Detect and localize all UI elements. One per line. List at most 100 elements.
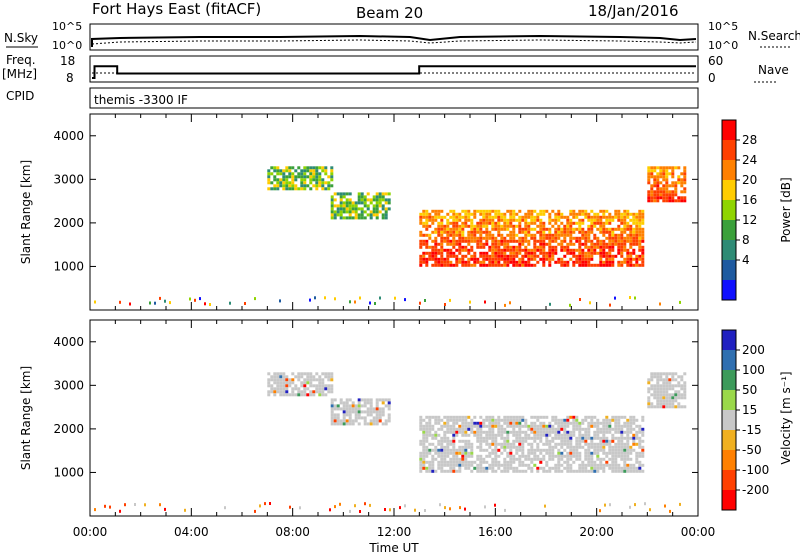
data-cell — [578, 463, 582, 467]
near-range-cell — [464, 507, 466, 511]
data-cell — [494, 212, 498, 216]
data-cell — [434, 448, 438, 452]
data-cell — [351, 207, 355, 211]
data-cell — [596, 215, 600, 219]
data-cell — [623, 227, 627, 231]
data-cell — [617, 454, 621, 458]
data-cell — [569, 212, 573, 216]
colorbar-swatch — [722, 280, 736, 301]
data-cell — [434, 227, 438, 231]
data-cell — [422, 424, 426, 428]
data-cell — [671, 405, 675, 409]
data-cell — [605, 218, 609, 222]
data-cell — [482, 439, 486, 443]
data-cell — [656, 393, 660, 397]
data-cell — [476, 257, 480, 261]
data-cell — [375, 401, 379, 405]
data-cell — [671, 166, 675, 170]
data-cell — [425, 227, 429, 231]
data-cell — [446, 463, 450, 467]
data-cell — [449, 251, 453, 255]
data-cell — [536, 430, 540, 434]
data-cell — [683, 181, 687, 185]
data-cell — [422, 215, 426, 219]
data-cell — [434, 430, 438, 434]
data-cell — [524, 236, 528, 240]
data-cell — [434, 436, 438, 440]
data-cell — [575, 254, 579, 258]
data-cell — [560, 433, 564, 437]
data-cell — [479, 445, 483, 449]
data-cell — [641, 415, 645, 419]
data-cell — [333, 210, 337, 214]
near-range-cell — [309, 298, 311, 302]
data-cell — [470, 442, 474, 446]
near-range-cell — [134, 503, 136, 506]
data-cell — [267, 175, 271, 179]
colorbar-frame — [721, 329, 737, 511]
data-cell — [641, 454, 645, 458]
data-cell — [620, 427, 624, 431]
data-cell — [440, 239, 444, 243]
data-cell — [560, 424, 564, 428]
data-cell — [285, 387, 289, 391]
data-cell — [521, 236, 525, 240]
data-cell — [605, 430, 609, 434]
near-range-cell — [359, 296, 361, 300]
data-cell — [437, 460, 441, 464]
data-cell — [482, 466, 486, 470]
data-cell — [512, 424, 516, 428]
data-cell — [473, 215, 477, 219]
data-cell — [464, 433, 468, 437]
data-cell — [641, 245, 645, 249]
data-cell — [632, 239, 636, 243]
data-cell — [557, 424, 561, 428]
data-cell — [605, 251, 609, 255]
data-cell — [500, 251, 504, 255]
data-cell — [533, 215, 537, 219]
freq-unit: [MHz] — [2, 67, 37, 81]
near-range-cell — [404, 298, 406, 302]
data-cell — [530, 215, 534, 219]
data-cell — [623, 454, 627, 458]
data-cell — [656, 387, 660, 391]
data-cell — [572, 445, 576, 449]
data-cell — [500, 227, 504, 231]
data-cell — [551, 209, 555, 213]
data-cell — [578, 445, 582, 449]
data-cell — [572, 415, 576, 419]
data-cell — [578, 436, 582, 440]
data-cell — [482, 448, 486, 452]
near-range-cell — [629, 296, 631, 299]
data-cell — [270, 384, 274, 388]
near-range-cell — [354, 504, 356, 508]
data-cell — [312, 378, 316, 382]
data-cell — [548, 248, 552, 252]
data-cell — [321, 181, 325, 185]
data-cell — [584, 469, 588, 473]
data-cell — [422, 427, 426, 431]
near-range-cell — [484, 505, 486, 509]
data-cell — [461, 463, 465, 467]
data-cell — [524, 457, 528, 461]
data-cell — [587, 257, 591, 261]
data-cell — [605, 242, 609, 246]
data-cell — [494, 445, 498, 449]
data-cell — [614, 212, 618, 216]
data-cell — [527, 442, 531, 446]
data-cell — [461, 439, 465, 443]
data-cell — [620, 254, 624, 258]
data-cell — [533, 263, 537, 267]
data-cell — [614, 215, 618, 219]
data-cell — [464, 466, 468, 470]
data-cell — [318, 172, 322, 176]
data-cell — [602, 224, 606, 228]
data-cell — [285, 181, 289, 185]
data-cell — [575, 239, 579, 243]
data-cell — [360, 398, 364, 402]
data-cell — [560, 421, 564, 425]
data-cell — [503, 445, 507, 449]
data-cell — [515, 457, 519, 461]
data-cell — [503, 227, 507, 231]
